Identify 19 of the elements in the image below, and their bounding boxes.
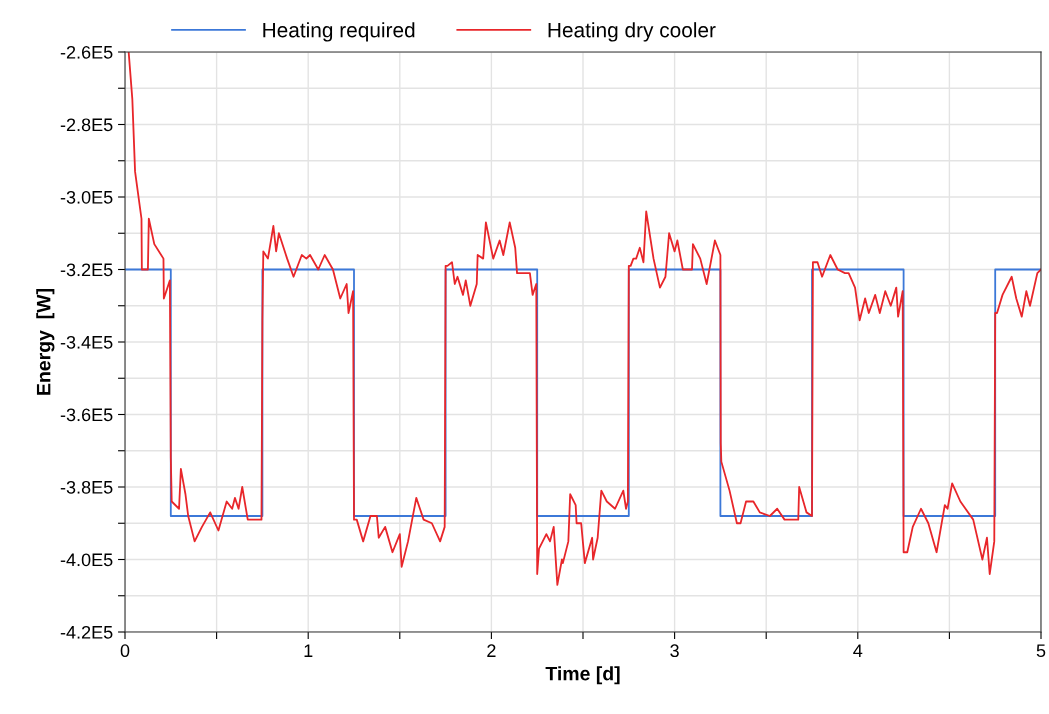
y-axis-title: Energy [W] bbox=[36, 289, 55, 395]
x-tick-label: 2 bbox=[487, 644, 496, 657]
x-tick-label: 3 bbox=[670, 644, 679, 658]
x-tick-label: 1 bbox=[304, 644, 313, 657]
y-tick-label: -4.2E5 bbox=[60, 625, 113, 639]
y-tick-label: -2.8E5 bbox=[60, 118, 113, 132]
x-axis-title: Time [d] bbox=[545, 666, 620, 685]
y-tick-label: -3.6E5 bbox=[60, 408, 113, 422]
y-tick-label: -4.0E5 bbox=[60, 553, 113, 567]
x-tick-label: 4 bbox=[853, 644, 863, 657]
y-tick-label: -3.8E5 bbox=[60, 480, 113, 494]
x-tick-label: 0 bbox=[120, 644, 130, 658]
y-tick-label: -3.4E5 bbox=[60, 335, 113, 349]
x-tick-label: 5 bbox=[1036, 644, 1046, 658]
y-tick-label: -3.2E5 bbox=[60, 263, 113, 277]
legend-label: Heating required bbox=[263, 22, 415, 42]
y-tick-label: -3.0E5 bbox=[60, 190, 113, 204]
y-tick-label: -2.6E5 bbox=[60, 45, 113, 59]
legend-label: Heating dry cooler bbox=[548, 22, 716, 42]
